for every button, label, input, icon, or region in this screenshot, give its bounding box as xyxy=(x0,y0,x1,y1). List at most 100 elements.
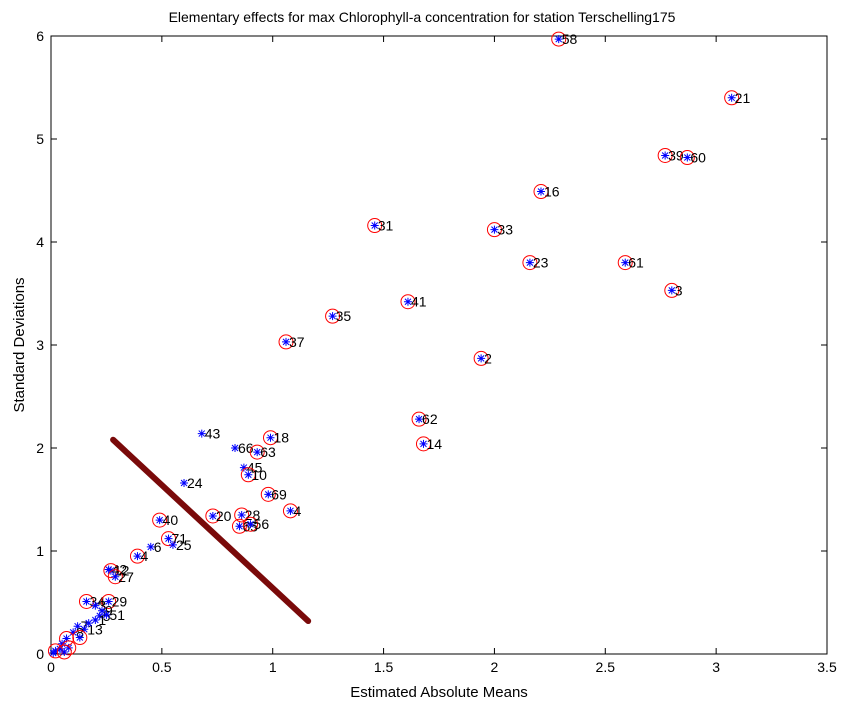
chart-title: Elementary effects for max Chlorophyll-a… xyxy=(169,9,676,25)
point-label: 2 xyxy=(484,350,492,366)
point-circle xyxy=(367,218,383,234)
point-marker xyxy=(554,35,563,44)
x-tick-label: 0 xyxy=(47,659,55,675)
point-circle xyxy=(205,508,221,524)
data-point: 28 xyxy=(234,507,261,523)
point-circle xyxy=(161,531,177,547)
point-marker xyxy=(106,566,115,575)
y-tick-label: 4 xyxy=(36,234,44,250)
point-marker xyxy=(253,448,262,457)
point-marker xyxy=(91,601,100,610)
point-marker xyxy=(69,628,78,637)
point-label: 61 xyxy=(628,255,644,271)
data-point: 69 xyxy=(260,486,287,502)
point-label: 6 xyxy=(154,539,162,555)
x-axis-label: Estimated Absolute Means xyxy=(350,684,528,701)
point-marker xyxy=(197,429,206,438)
plot-area xyxy=(50,35,828,655)
point-label: 4 xyxy=(293,503,301,519)
point-circle xyxy=(243,516,259,532)
point-marker xyxy=(536,187,545,196)
point-marker xyxy=(727,93,736,102)
data-point: 60 xyxy=(679,150,706,166)
point-label: 62 xyxy=(422,411,438,427)
point-marker xyxy=(235,522,244,531)
point-marker xyxy=(239,463,248,472)
point-circle xyxy=(415,436,431,452)
data-point: 21 xyxy=(724,90,750,106)
point-marker xyxy=(84,619,93,628)
point-marker xyxy=(328,312,337,321)
y-tick-label: 0 xyxy=(36,646,44,662)
point-circle xyxy=(473,350,489,366)
point-circle xyxy=(78,593,94,609)
data-point: 58 xyxy=(551,31,578,47)
point-marker xyxy=(231,444,240,452)
y-tick-label: 5 xyxy=(36,131,44,147)
point-marker xyxy=(60,647,69,656)
point-circle xyxy=(411,411,427,427)
point-circle xyxy=(278,334,294,350)
point-label: 3 xyxy=(675,282,683,298)
point-circle xyxy=(234,507,250,523)
point-label: 28 xyxy=(245,507,261,523)
data-point: 23 xyxy=(522,255,549,271)
point-marker xyxy=(168,540,177,549)
point-label: 63 xyxy=(260,444,276,460)
point-label: 29 xyxy=(112,593,128,609)
data-point: 1 xyxy=(91,612,106,628)
data-point: 20 xyxy=(205,508,232,524)
point-marker xyxy=(683,153,692,162)
y-axis-label: Standard Deviations xyxy=(11,277,28,412)
point-marker xyxy=(180,479,189,488)
point-marker xyxy=(244,470,253,479)
point-label: 14 xyxy=(426,436,442,452)
point-marker xyxy=(621,258,630,267)
data-point xyxy=(58,639,67,648)
data-point: 51 xyxy=(102,607,125,623)
data-point: 29 xyxy=(101,593,128,609)
x-tick-label: 0.5 xyxy=(152,659,172,675)
point-marker xyxy=(82,597,91,606)
point-marker xyxy=(415,415,424,424)
point-label: 31 xyxy=(378,218,394,234)
point-label: 18 xyxy=(273,430,289,446)
point-circle xyxy=(533,184,549,200)
point-marker xyxy=(102,610,111,619)
data-point: 9 xyxy=(97,603,113,619)
point-circle xyxy=(617,255,633,271)
point-circle xyxy=(260,486,276,502)
data-point xyxy=(55,644,64,653)
point-circle xyxy=(249,444,265,460)
point-marker xyxy=(237,510,246,519)
point-circle xyxy=(56,644,72,660)
data-point: 39 xyxy=(657,147,684,163)
x-tick-label: 3.5 xyxy=(817,659,837,675)
point-label: 37 xyxy=(289,334,305,350)
point-label: 27 xyxy=(118,569,134,585)
point-marker xyxy=(282,337,291,346)
data-point: 33 xyxy=(486,222,513,238)
data-point: 10 xyxy=(240,467,267,483)
point-label: 4 xyxy=(140,548,148,564)
point-circle xyxy=(72,630,88,646)
data-point: 4 xyxy=(282,503,301,519)
point-marker xyxy=(477,354,486,363)
point-label: 43 xyxy=(205,426,221,442)
point-label: 41 xyxy=(411,294,427,310)
point-marker xyxy=(111,572,120,581)
point-circle xyxy=(325,308,341,324)
data-point: 41 xyxy=(400,294,427,310)
point-marker xyxy=(264,490,273,499)
reference-line-group xyxy=(110,436,312,625)
data-point: 56 xyxy=(243,516,269,532)
point-label: 35 xyxy=(336,308,352,324)
point-circle xyxy=(724,90,740,106)
point-marker xyxy=(75,633,84,642)
point-marker xyxy=(403,297,412,306)
data-point: 61 xyxy=(617,255,644,271)
data-point: 4 xyxy=(129,548,148,564)
